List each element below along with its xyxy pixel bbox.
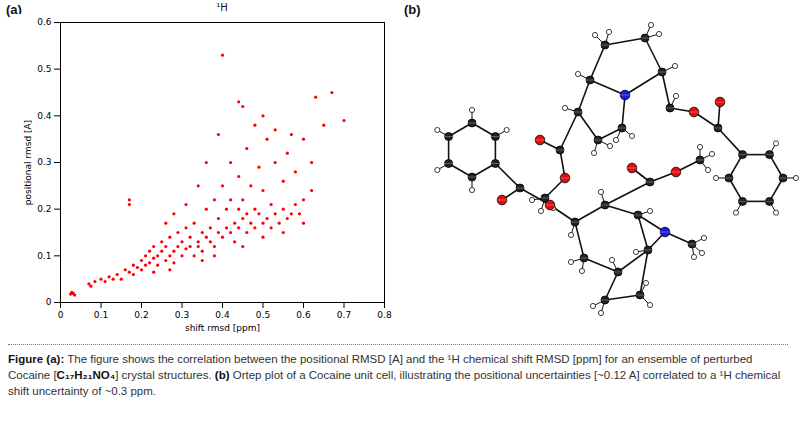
svg-text:0.3: 0.3 <box>37 157 51 167</box>
svg-text:0.5: 0.5 <box>256 310 270 320</box>
svg-text:0.6: 0.6 <box>296 310 311 320</box>
svg-text:0: 0 <box>46 297 52 307</box>
svg-text:shift rmsd [ppm]: shift rmsd [ppm] <box>185 323 260 333</box>
svg-text:0.7: 0.7 <box>337 310 351 320</box>
svg-text:0.1: 0.1 <box>37 251 51 261</box>
svg-text:0: 0 <box>58 310 64 320</box>
svg-text:0.5: 0.5 <box>37 64 51 74</box>
html-text:Figure (a): The figure shows t: Figure (a): The figure shows the correla… <box>8 353 781 397</box>
svg-text:0.1: 0.1 <box>94 310 108 320</box>
svg-text:0.2: 0.2 <box>37 204 51 214</box>
svg-text:0.4: 0.4 <box>37 111 52 121</box>
html-text:(a): (a) <box>6 2 22 17</box>
svg-text:0.8: 0.8 <box>377 310 392 320</box>
html-text:(b): (b) <box>404 2 421 17</box>
svg-text:0.4: 0.4 <box>215 310 230 320</box>
svg-text:0.2: 0.2 <box>134 310 148 320</box>
svg-text:0.6: 0.6 <box>37 17 52 27</box>
html-text:¹H: ¹H <box>216 2 228 13</box>
svg-text:0.3: 0.3 <box>175 310 189 320</box>
svg-text:positional rmsd [A]: positional rmsd [A] <box>23 120 33 205</box>
